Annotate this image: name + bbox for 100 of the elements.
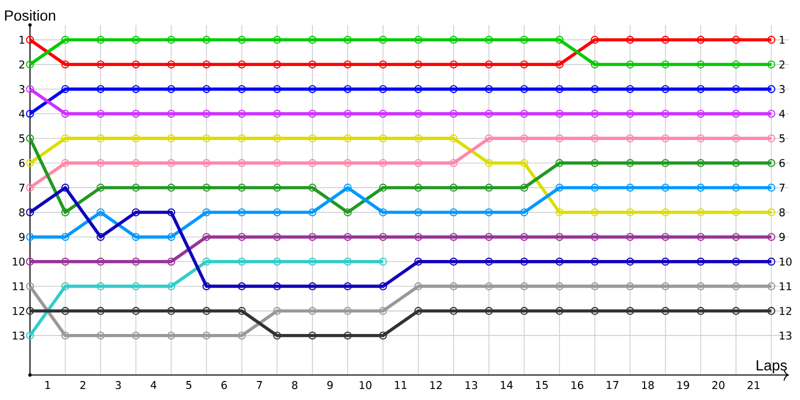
point (96, 208, 105, 216)
point (450, 134, 458, 142)
point (732, 208, 740, 216)
point (344, 332, 352, 340)
point (308, 85, 316, 94)
point (379, 208, 388, 216)
point (308, 134, 316, 142)
point (556, 36, 564, 44)
point (732, 36, 740, 44)
point (61, 134, 70, 142)
y2-tick-label: 1 (780, 36, 784, 44)
y-tick-label: 6 (19, 158, 25, 168)
y2-tick-label: 9 (779, 232, 785, 242)
point (626, 282, 634, 290)
point (379, 134, 388, 142)
y2-tick-label: 12 (780, 306, 792, 315)
point (273, 159, 282, 168)
point (238, 282, 246, 290)
y-tick-label: 5 (19, 134, 24, 142)
x-tick-label: 15 (536, 381, 548, 389)
point (556, 134, 564, 142)
point (556, 232, 564, 241)
y-tick-label: 4 (19, 110, 25, 118)
point (273, 134, 282, 142)
point (26, 110, 34, 118)
point (238, 85, 246, 94)
point (661, 134, 670, 142)
point (238, 232, 246, 241)
x-tick-label: 9 (327, 381, 333, 390)
point (273, 282, 282, 290)
point (202, 110, 210, 118)
point (238, 306, 246, 315)
x-tick-label: 16 (572, 381, 584, 390)
point (732, 306, 740, 315)
point (273, 306, 282, 315)
x-tick-label: 2 (80, 381, 86, 389)
point (202, 232, 210, 241)
point (556, 60, 564, 68)
point (484, 282, 493, 290)
point (767, 208, 776, 216)
point (626, 85, 634, 94)
x-tick-label: 20 (712, 381, 724, 390)
point (556, 85, 564, 94)
point (344, 282, 352, 290)
point (696, 134, 705, 142)
point (26, 258, 34, 266)
point (661, 208, 670, 216)
point (661, 306, 670, 315)
point (96, 258, 105, 266)
point (414, 159, 422, 168)
point (273, 208, 282, 216)
point (450, 208, 458, 216)
point (167, 332, 176, 340)
point (520, 134, 528, 142)
point (202, 184, 210, 192)
x-tick-label: 1 (45, 381, 50, 389)
point (308, 208, 316, 216)
point (308, 258, 316, 266)
point (484, 110, 493, 118)
point (96, 306, 105, 315)
point (414, 232, 422, 241)
point (308, 332, 316, 340)
point (167, 306, 176, 315)
point (379, 36, 388, 44)
point (484, 258, 493, 266)
y-tick-label: 2 (19, 60, 24, 68)
point (414, 110, 422, 118)
point (696, 85, 705, 94)
point (308, 110, 316, 118)
point (732, 85, 740, 94)
point (167, 258, 176, 266)
y-tick-label: 7 (19, 184, 24, 192)
point (202, 282, 210, 290)
point (414, 85, 422, 94)
point (26, 184, 34, 192)
point (61, 332, 70, 340)
point (238, 159, 246, 168)
point (484, 159, 493, 168)
point (414, 184, 422, 192)
point (238, 208, 246, 216)
point (132, 184, 140, 192)
point (238, 258, 246, 266)
x-tick-label: 11 (395, 381, 406, 389)
point (96, 232, 105, 241)
point (661, 282, 670, 290)
point (732, 258, 740, 266)
point (520, 110, 528, 118)
point (96, 184, 105, 192)
point (61, 208, 70, 216)
point (344, 306, 352, 315)
point (202, 306, 210, 315)
point (767, 232, 776, 241)
point (661, 85, 670, 94)
point (308, 232, 316, 241)
point (696, 184, 705, 192)
point (767, 134, 776, 142)
point (590, 232, 599, 241)
point (520, 184, 528, 192)
point (626, 232, 634, 241)
point (167, 36, 176, 44)
